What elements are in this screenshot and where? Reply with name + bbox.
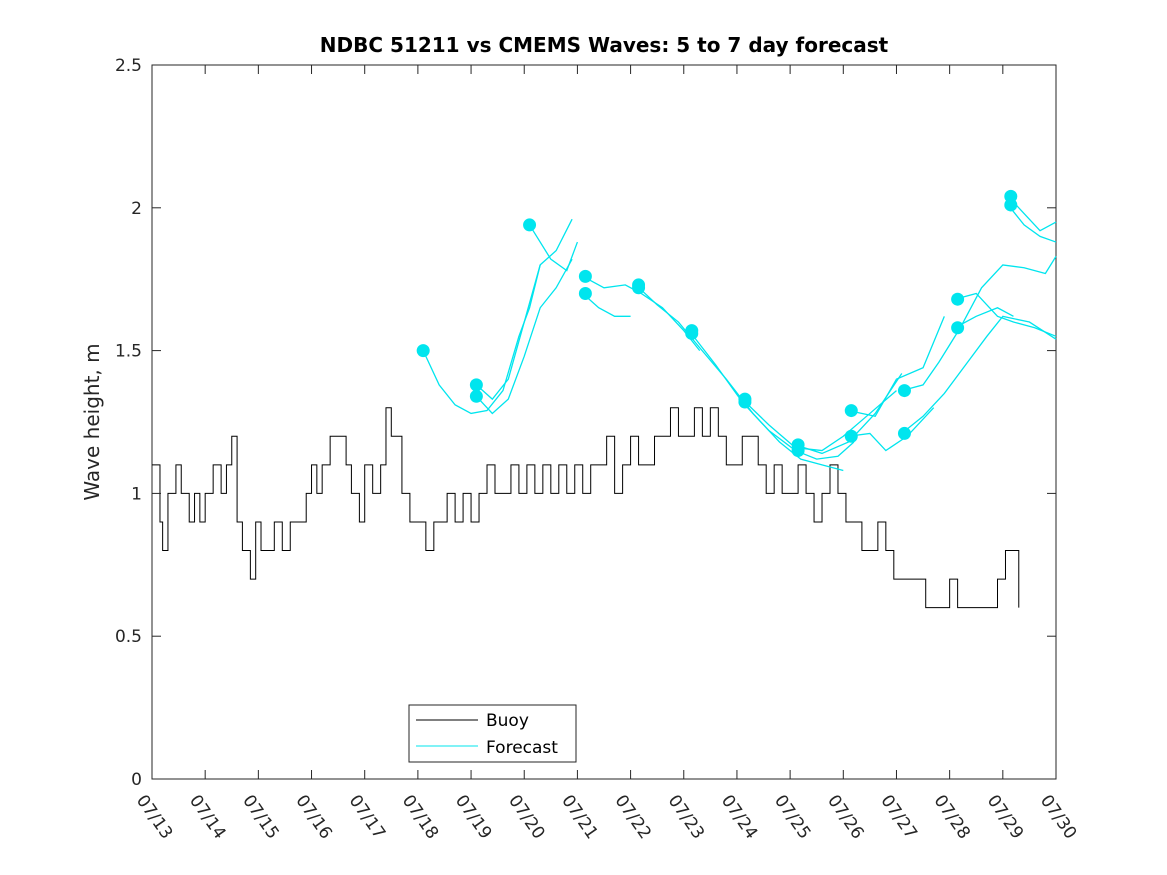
y-tick-label: 1.5 [115, 342, 142, 362]
legend-forecast-label: Forecast [486, 738, 558, 758]
forecast-series-line [741, 390, 897, 452]
x-tick-label: 07/18 [398, 791, 442, 843]
x-tick-label: 07/27 [876, 791, 920, 843]
x-tick-label: 07/22 [610, 791, 654, 843]
forecast-marker [897, 384, 911, 398]
forecast-series-line [1007, 204, 1057, 243]
y-tick-label: 2.5 [115, 56, 142, 76]
forecast-marker [738, 395, 752, 409]
y-tick-label: 0 [131, 770, 142, 790]
legend-box [408, 704, 577, 763]
forecast-marker [523, 218, 537, 232]
forecast-marker [897, 426, 911, 440]
forecast-series-line [848, 316, 945, 418]
plot-area [151, 64, 1057, 780]
forecast-series-line [848, 407, 935, 452]
legend-buoy-label: Buoy [486, 711, 529, 731]
x-tick-label: 07/14 [185, 791, 229, 843]
y-tick-label: 2 [131, 199, 142, 219]
x-tick-label: 07/30 [1036, 791, 1080, 843]
y-axis-label: Wave height, m [80, 343, 104, 500]
forecast-marker [844, 404, 858, 418]
forecast-series-line [688, 330, 855, 460]
y-tick-label: 1 [131, 484, 142, 504]
forecast-marker [1004, 198, 1018, 212]
forecast-marker [578, 269, 592, 283]
x-tick-label: 07/20 [504, 791, 548, 843]
x-tick-label: 07/24 [717, 791, 761, 843]
x-tick-label: 07/17 [345, 791, 389, 843]
forecast-series-line [529, 224, 579, 272]
chart-title: NDBC 51211 vs CMEMS Waves: 5 to 7 day fo… [320, 33, 889, 57]
forecast-marker [791, 444, 805, 458]
forecast-marker [469, 389, 483, 403]
x-tick-label: 07/29 [983, 791, 1027, 843]
forecast-series-line [582, 292, 631, 317]
x-tick-label: 07/26 [823, 791, 867, 843]
x-tick-label: 07/16 [291, 791, 335, 843]
forecast-series-line [475, 218, 573, 401]
forecast-series-line [901, 256, 1057, 392]
forecast-marker [844, 429, 858, 443]
forecast-series-line [954, 292, 1057, 337]
x-tick-label: 07/25 [770, 791, 814, 843]
x-tick-label: 07/19 [451, 791, 495, 843]
forecast-series-line [901, 315, 1057, 434]
series-layer [152, 189, 1057, 609]
forecast-series-line [475, 258, 573, 415]
forecast-marker [951, 292, 965, 306]
x-tick-label: 07/21 [557, 791, 601, 843]
forecast-marker [685, 326, 699, 340]
forecast-series-line [954, 307, 1014, 329]
y-tick-label: 0.5 [115, 627, 142, 647]
forecast-marker [469, 378, 483, 392]
forecast-marker [578, 286, 592, 300]
forecast-marker [416, 344, 430, 358]
forecast-marker [951, 321, 965, 335]
x-tick-label: 07/28 [930, 791, 974, 843]
buoy-series-line [152, 407, 1020, 609]
x-tick-label: 07/15 [238, 791, 282, 843]
forecast-marker [632, 281, 646, 295]
x-tick-label: 07/23 [664, 791, 708, 843]
legend: Buoy Forecast [408, 704, 577, 763]
x-tick-label: 07/13 [132, 791, 176, 843]
